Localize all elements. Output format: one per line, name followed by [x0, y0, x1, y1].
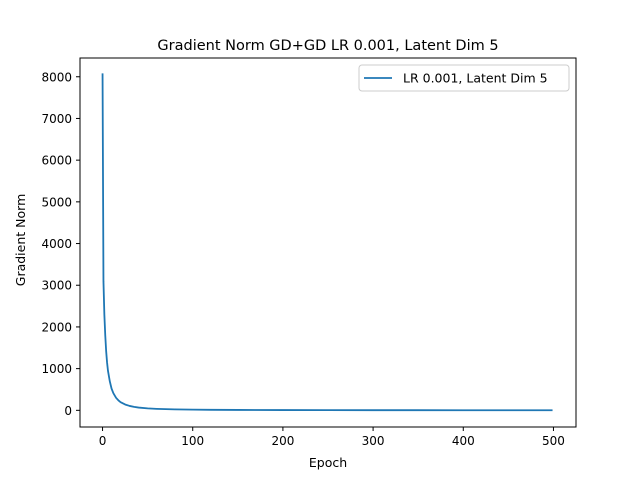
legend-box	[358, 64, 570, 92]
axes-frame	[79, 57, 577, 428]
x-axis-label: Epoch	[309, 455, 347, 470]
y-axis-label: Gradient Norm	[13, 194, 28, 286]
x-tick-label: 300	[362, 434, 385, 448]
y-tick-label: 1000	[41, 362, 72, 376]
x-ticks: 0 100 200 300 400 500	[99, 427, 565, 448]
legend: LR 0.001, Latent Dim 5	[358, 64, 570, 92]
y-tick-label: 6000	[41, 154, 72, 168]
y-tick-label: 5000	[41, 195, 72, 209]
series-group	[101, 73, 553, 412]
y-tick-label: 0	[64, 404, 72, 418]
y-tick-label: 2000	[41, 320, 72, 334]
y-tick-label: 3000	[41, 279, 72, 293]
series-line	[101, 73, 553, 412]
chart-title: Gradient Norm GD+GD LR 0.001, Latent Dim…	[157, 38, 498, 54]
x-tick-label: 100	[181, 434, 204, 448]
y-tick-label: 7000	[41, 112, 72, 126]
y-ticks: 0 1000 2000 3000 4000 5000 6000 7000 8000	[41, 70, 80, 418]
x-tick-label: 400	[452, 434, 475, 448]
x-tick-label: 500	[542, 434, 565, 448]
legend-label: LR 0.001, Latent Dim 5	[403, 71, 548, 86]
x-tick-label: 0	[99, 434, 107, 448]
y-tick-label: 8000	[41, 70, 72, 84]
x-tick-label: 200	[271, 434, 294, 448]
y-tick-label: 4000	[41, 237, 72, 251]
